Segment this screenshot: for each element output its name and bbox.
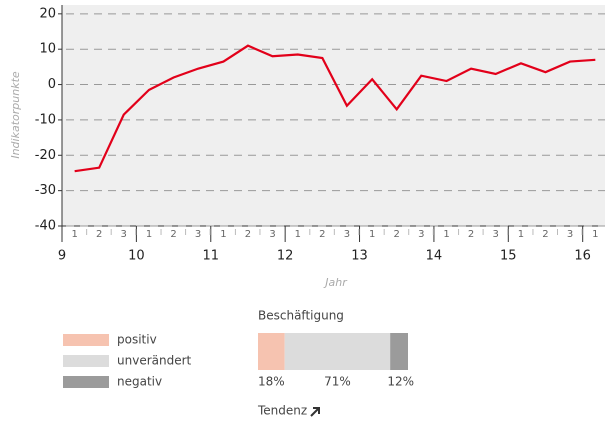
legend-swatch [63, 334, 109, 346]
period-label: 1 [71, 229, 77, 240]
x-tick-label: 12 [277, 249, 294, 264]
period-label: 3 [344, 229, 350, 240]
value-label: 18% [258, 375, 285, 389]
period-label: 1 [369, 229, 375, 240]
legend-label: positiv [117, 333, 157, 347]
y-tick-label: 10 [39, 42, 56, 57]
period-label: 3 [195, 229, 201, 240]
period-label: 3 [567, 229, 573, 240]
period-label: 2 [394, 229, 400, 240]
y-tick-label: -30 [35, 183, 56, 198]
bar-segment [258, 333, 285, 370]
plot-background [62, 5, 605, 226]
trend-arrow [310, 407, 320, 417]
legend-swatch [63, 376, 109, 388]
y-tick-label: -40 [35, 219, 56, 234]
legend-label: unverändert [117, 354, 192, 368]
period-label: 2 [245, 229, 251, 240]
y-tick-label: 0 [48, 77, 56, 92]
value-label: 71% [324, 375, 351, 389]
legend-swatch [63, 355, 109, 367]
period-label: 1 [443, 229, 449, 240]
bar-footer: Tendenz [257, 404, 307, 418]
x-tick-label: 10 [128, 249, 145, 264]
period-label: 3 [269, 229, 275, 240]
period-label: 2 [96, 229, 102, 240]
data-line [74, 44, 596, 173]
period-label: 2 [319, 229, 325, 240]
period-label: 2 [542, 229, 548, 240]
period-label: 3 [121, 229, 127, 240]
bar-title: Beschäftigung [258, 309, 344, 323]
period-label: 3 [418, 229, 424, 240]
period-label: 2 [170, 229, 176, 240]
period-label: 3 [492, 229, 498, 240]
bar-segment [284, 333, 391, 370]
period-band [62, 226, 605, 242]
value-label: 12% [387, 375, 414, 389]
period-label: 2 [468, 229, 474, 240]
bar-segment [390, 333, 408, 370]
x-tick-label: 16 [574, 249, 591, 264]
x-tick-label: 9 [58, 249, 66, 264]
y-tick-label: -10 [35, 112, 56, 127]
x-tick-label: 13 [351, 249, 368, 264]
legend-label: negativ [117, 375, 162, 389]
x-tick-label: 15 [500, 249, 517, 264]
period-label: 1 [295, 229, 301, 240]
x-tick-label: 14 [426, 249, 443, 264]
period-label: 1 [518, 229, 524, 240]
period-label: 1 [592, 229, 598, 240]
y-axis-label: Indikatorpunkte [9, 71, 22, 159]
y-tick-label: 20 [39, 6, 56, 21]
x-axis-label: Jahr [323, 276, 348, 289]
y-tick-label: -20 [35, 148, 56, 163]
period-label: 1 [220, 229, 226, 240]
period-label: 1 [146, 229, 152, 240]
x-tick-label: 11 [202, 249, 219, 264]
